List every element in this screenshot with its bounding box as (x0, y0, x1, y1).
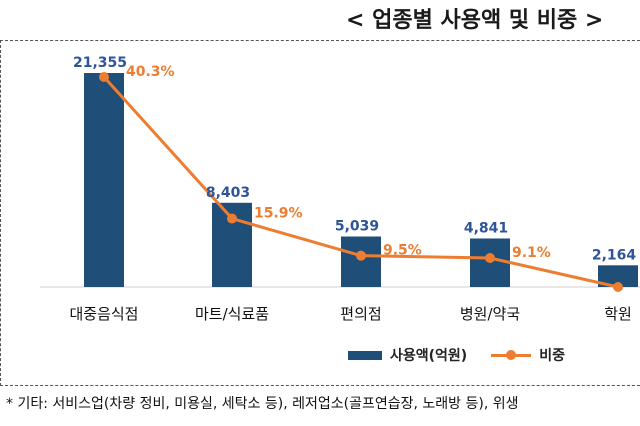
category-label-2: 편의점 (340, 305, 381, 323)
legend-line-swatch (491, 349, 532, 360)
category-label-1: 마트/식료품 (195, 305, 269, 323)
bar-value-label-1: 8,403 (206, 185, 250, 201)
share-point-4 (613, 282, 623, 292)
share-value-label-2: 9.5% (383, 243, 422, 259)
footnote: * 기타: 서비스업(차량 정비, 미용실, 세탁소 등), 레저업소(골프연습… (6, 396, 519, 412)
chart-frame (0, 40, 640, 386)
share-point-0 (99, 72, 109, 82)
bar-value-label-0: 21,355 (73, 55, 127, 71)
bar-value-label-2: 5,039 (335, 219, 379, 235)
chart-title: < 업종별 사용액 및 비중 > (346, 8, 604, 33)
legend: 사용액(억원) 비중 (348, 344, 565, 366)
share-point-2 (356, 250, 366, 261)
legend-bar-swatch (348, 350, 382, 360)
share-value-label-1: 15.9% (254, 206, 303, 222)
bar-value-label-4: 2,164 (592, 247, 637, 263)
legend-line-label: 비중 (539, 348, 565, 364)
category-label-0: 대중음식점 (69, 305, 138, 323)
category-label-3: 병원/약국 (460, 305, 520, 323)
share-point-3 (485, 252, 495, 263)
bar-0 (84, 73, 124, 287)
legend-bar-label: 사용액(억원) (390, 348, 468, 364)
bar-value-label-3: 4,841 (464, 220, 508, 236)
bar-2 (341, 236, 381, 287)
share-value-label-3: 9.1% (512, 245, 551, 261)
share-value-label-0: 40.3% (126, 64, 175, 80)
category-label-4: 학원 (604, 305, 632, 323)
share-point-1 (227, 213, 237, 224)
bar-4 (598, 265, 638, 287)
